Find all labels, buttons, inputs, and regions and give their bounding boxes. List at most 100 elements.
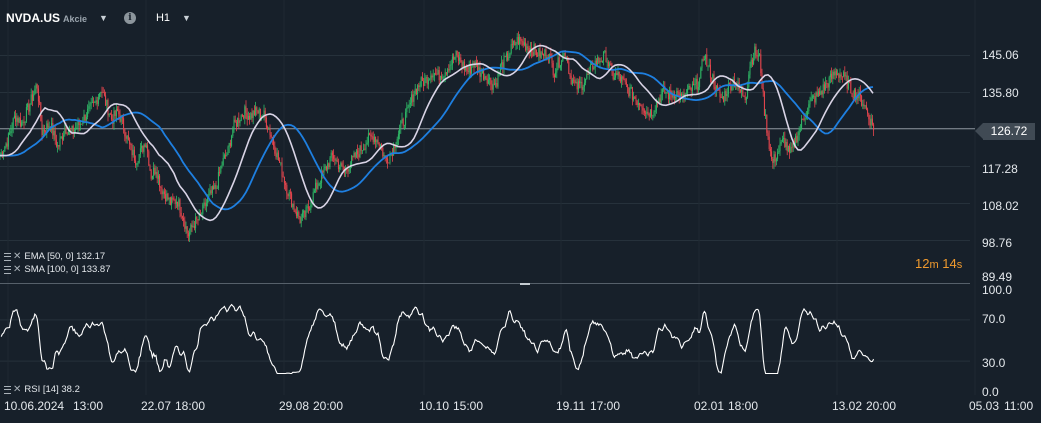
candle-body [514, 40, 516, 46]
candle-body [861, 95, 863, 106]
candle-body [417, 85, 419, 95]
candle-body [147, 145, 149, 152]
candle-body [612, 72, 614, 80]
candle-body [73, 130, 75, 133]
candle-body [162, 191, 164, 195]
candle-body [481, 70, 483, 74]
candle-body [250, 113, 252, 120]
candle-body [622, 76, 624, 79]
symbol-selector[interactable]: NVDA.US Akcie [6, 11, 87, 25]
candle-body [580, 81, 582, 84]
candle-body [431, 75, 433, 78]
candle-body [863, 104, 865, 107]
candle-body [433, 73, 435, 76]
candle-body [179, 199, 181, 213]
candle-body [66, 133, 68, 135]
candle-body [574, 80, 576, 83]
candle-body [789, 145, 791, 153]
candle-body [654, 110, 656, 113]
candle-body [540, 52, 542, 58]
candle-body [131, 144, 133, 156]
candle-body [84, 114, 86, 121]
candle-body [215, 184, 217, 189]
candle-body [509, 53, 511, 57]
candle-body [507, 53, 509, 61]
candle-body [768, 136, 770, 149]
candle-body [214, 184, 216, 190]
candle-body [243, 116, 245, 119]
candle-body [496, 83, 498, 87]
candle-body [807, 111, 809, 116]
candle-body [562, 55, 564, 62]
candle-body [339, 167, 341, 169]
candle-body [640, 105, 642, 107]
sma-line [0, 50, 874, 211]
candle-body [97, 96, 99, 104]
candle-body [546, 56, 548, 59]
candle-body [441, 76, 443, 79]
candle-body [871, 118, 873, 125]
candle-body [645, 112, 647, 114]
candle-body [221, 164, 223, 167]
price-axis-label: 117.28 [982, 162, 1018, 176]
candle-body [731, 86, 733, 91]
candle-body [517, 37, 519, 45]
candle-body [85, 117, 87, 121]
candle-body [411, 94, 413, 103]
candle-body [771, 151, 773, 159]
panel-resize-handle[interactable] [520, 283, 530, 285]
candle-body [621, 76, 623, 82]
candle-body [335, 159, 337, 161]
candle-body [803, 119, 805, 121]
candle-body [810, 97, 812, 102]
candle-body [603, 51, 605, 61]
candle-body [792, 140, 794, 148]
candle-body [667, 92, 669, 100]
candle-body [687, 89, 689, 93]
candle-body [689, 85, 691, 88]
candle-body [615, 73, 617, 78]
close-icon[interactable]: ✕ [13, 264, 22, 275]
candle-body [329, 157, 331, 168]
settings-icon[interactable] [4, 252, 11, 261]
chevron-down-icon[interactable]: ▼ [182, 13, 191, 23]
settings-icon[interactable] [4, 385, 11, 394]
candle-body [55, 139, 57, 147]
candle-body [737, 82, 739, 87]
candle-body [297, 211, 299, 216]
candle-body [438, 70, 440, 81]
timeframe-selector[interactable]: H1 [155, 12, 171, 24]
candle-body [430, 75, 432, 80]
close-icon[interactable]: ✕ [13, 384, 22, 395]
candle-body [573, 79, 575, 81]
settings-icon[interactable] [4, 265, 11, 274]
chevron-down-icon[interactable]: ▼ [99, 13, 108, 23]
candle-body [742, 89, 744, 96]
candle-body [801, 118, 803, 129]
candle-body [267, 127, 269, 130]
candle-body [708, 64, 710, 66]
candle-body [843, 72, 845, 77]
close-icon[interactable]: ✕ [13, 251, 22, 262]
candle-body [555, 72, 557, 78]
candle-body [691, 83, 693, 91]
candle-body [561, 61, 563, 66]
candle-body [732, 79, 734, 87]
info-icon[interactable]: i [123, 12, 136, 24]
candle-body [475, 61, 477, 65]
candle-body [669, 90, 671, 100]
candle-body [544, 49, 546, 56]
candle-body [186, 226, 188, 234]
candle-body [480, 73, 482, 77]
candle-body [143, 144, 145, 152]
candle-body [28, 103, 30, 112]
candle-body [53, 130, 55, 136]
candle-body [208, 194, 210, 198]
candle-body [661, 89, 663, 95]
candle-body [606, 62, 608, 63]
candle-body [257, 110, 259, 114]
candle-body [187, 233, 189, 237]
candle-body [436, 73, 438, 75]
